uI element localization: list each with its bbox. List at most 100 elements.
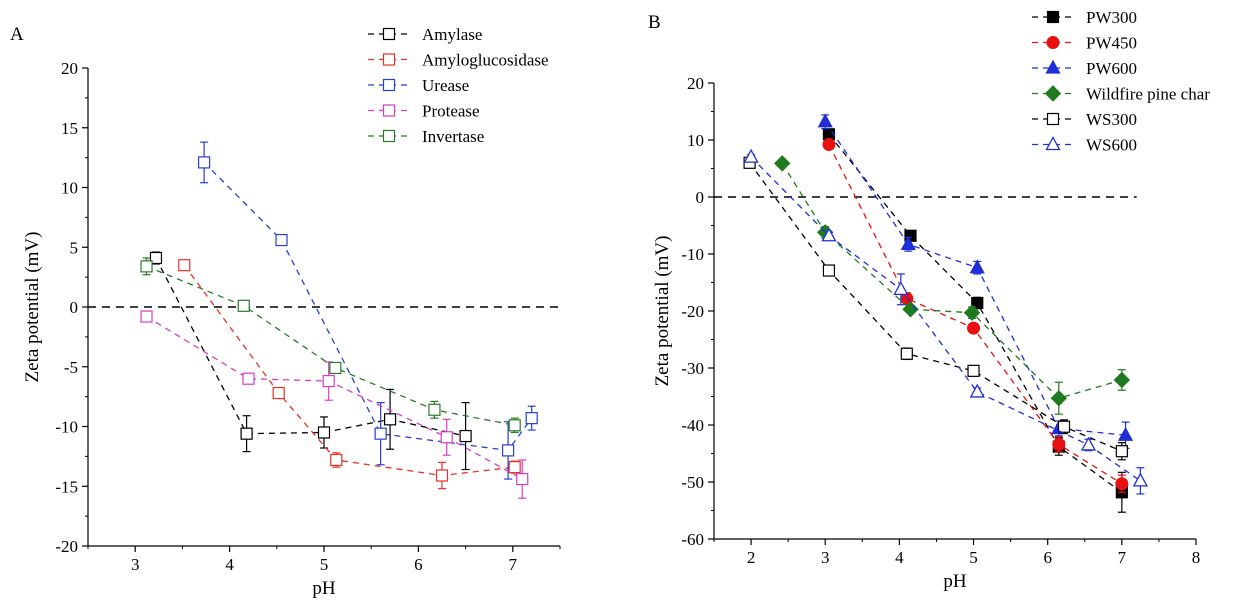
panel-label: B (648, 12, 661, 33)
legend-marker (382, 78, 396, 92)
data-point (237, 299, 250, 312)
data-point (743, 148, 759, 163)
legend-label: PW600 (1086, 59, 1137, 78)
y-tick-label: -10 (681, 245, 704, 264)
x-tick-label: 7 (1118, 548, 1127, 567)
series-line (781, 163, 1123, 399)
y-tick-label: -60 (681, 530, 704, 549)
legend-item: Invertase (368, 127, 484, 146)
data-point (516, 472, 529, 486)
data-point (242, 372, 255, 385)
x-axis-title: pH (312, 578, 336, 599)
data-point (198, 156, 211, 169)
y-axis-title: Zeta potential (mV) (652, 236, 673, 387)
chart-panel-a: -20 -15 -10 -5 0 5 10 15 20 3 4 5 6 7 pH Zeta potential… (10, 24, 561, 599)
data-point (440, 431, 453, 444)
legend-marker (1046, 10, 1060, 24)
y-tick-label: 0 (696, 188, 705, 207)
series-protease (140, 310, 529, 499)
legend-item: Wildfire pine char (1032, 85, 1210, 104)
data-point (317, 426, 331, 439)
series-line (155, 257, 466, 437)
x-tick-label: 5 (969, 548, 978, 567)
legend-label: Wildfire pine char (1086, 85, 1210, 104)
y-tick-label: -30 (681, 359, 704, 378)
data-point (178, 259, 191, 272)
legend-marker (382, 27, 396, 41)
legend-label: Protease (422, 102, 480, 121)
x-tick-label: 7 (509, 555, 518, 574)
chart-panel-b: -60 -50 -40 -30 -20 -10 0 10 20 2 3 4 5 6 7 8 pH Zeta pot… (648, 8, 1210, 592)
y-axis-title: Zeta potential (mV) (22, 232, 43, 383)
legend: Amylase Amyloglucosidase Urease Protease Inv… (368, 25, 549, 146)
x-tick-label: 6 (414, 555, 423, 574)
legend-marker (1045, 59, 1061, 74)
legend-item: Urease (368, 76, 469, 95)
data-point (322, 374, 335, 388)
y-tick-label: 5 (70, 238, 79, 257)
legend-label: PW300 (1086, 8, 1137, 27)
y-tick-label: -50 (681, 473, 704, 492)
data-point (822, 264, 836, 277)
x-axis-title: pH (943, 571, 967, 592)
data-point (240, 427, 253, 440)
data-point (821, 227, 837, 242)
data-point (893, 280, 909, 295)
x-tick-label: 2 (747, 548, 756, 567)
legend-marker (382, 129, 396, 143)
data-point (374, 427, 387, 440)
data-point (967, 364, 980, 377)
data-point (963, 304, 981, 321)
data-point (329, 361, 342, 375)
data-point (822, 138, 836, 152)
legend-item: Amylase (368, 25, 482, 44)
x-tick-label: 4 (895, 548, 904, 567)
data-point (902, 301, 919, 318)
legend-item: WS300 (1032, 110, 1137, 129)
data-point (971, 296, 984, 310)
x-tick-label: 8 (1192, 548, 1201, 567)
x-tick-label: 6 (1043, 548, 1052, 567)
x-tick-label: 4 (225, 555, 234, 574)
data-point (330, 453, 343, 467)
data-point (969, 259, 985, 274)
y-tick-label: 10 (687, 131, 704, 150)
data-point (1132, 472, 1148, 487)
legend-item: WS600 (1032, 136, 1137, 155)
legend-item: Protease (368, 102, 480, 121)
series-invertase (140, 257, 521, 434)
data-point (501, 444, 515, 457)
y-tick-label: -40 (681, 416, 704, 435)
y-tick-label: -10 (55, 418, 78, 437)
y-tick-label: 10 (61, 179, 78, 198)
data-point (459, 429, 472, 443)
data-point (508, 419, 521, 432)
legend-label: Invertase (422, 127, 484, 146)
series-line (749, 162, 1123, 452)
panel-label: A (10, 24, 24, 45)
legend-label: WS300 (1086, 110, 1137, 129)
legend-marker (1045, 136, 1061, 151)
series-wildfire-pine-char (774, 155, 1131, 415)
series-pw450 (822, 138, 1129, 493)
series-ws300 (743, 156, 1128, 461)
legend-label: PW450 (1086, 34, 1137, 53)
legend-item: PW450 (1032, 34, 1137, 53)
data-point (140, 260, 153, 273)
data-point (1117, 426, 1134, 441)
data-point (817, 113, 833, 128)
y-tick-label: 20 (687, 74, 704, 93)
legend-label: Amylase (422, 25, 482, 44)
legend-marker (382, 53, 396, 66)
y-tick-label: 20 (61, 59, 78, 78)
data-point (383, 413, 397, 426)
legend-label: Urease (422, 76, 469, 95)
series-pw600 (817, 113, 1134, 449)
data-point (1115, 445, 1128, 458)
data-point (900, 347, 913, 360)
series-amylase (149, 251, 472, 471)
series-line (750, 156, 1141, 482)
legend-marker (1046, 36, 1060, 49)
legend-item: PW600 (1032, 59, 1137, 78)
